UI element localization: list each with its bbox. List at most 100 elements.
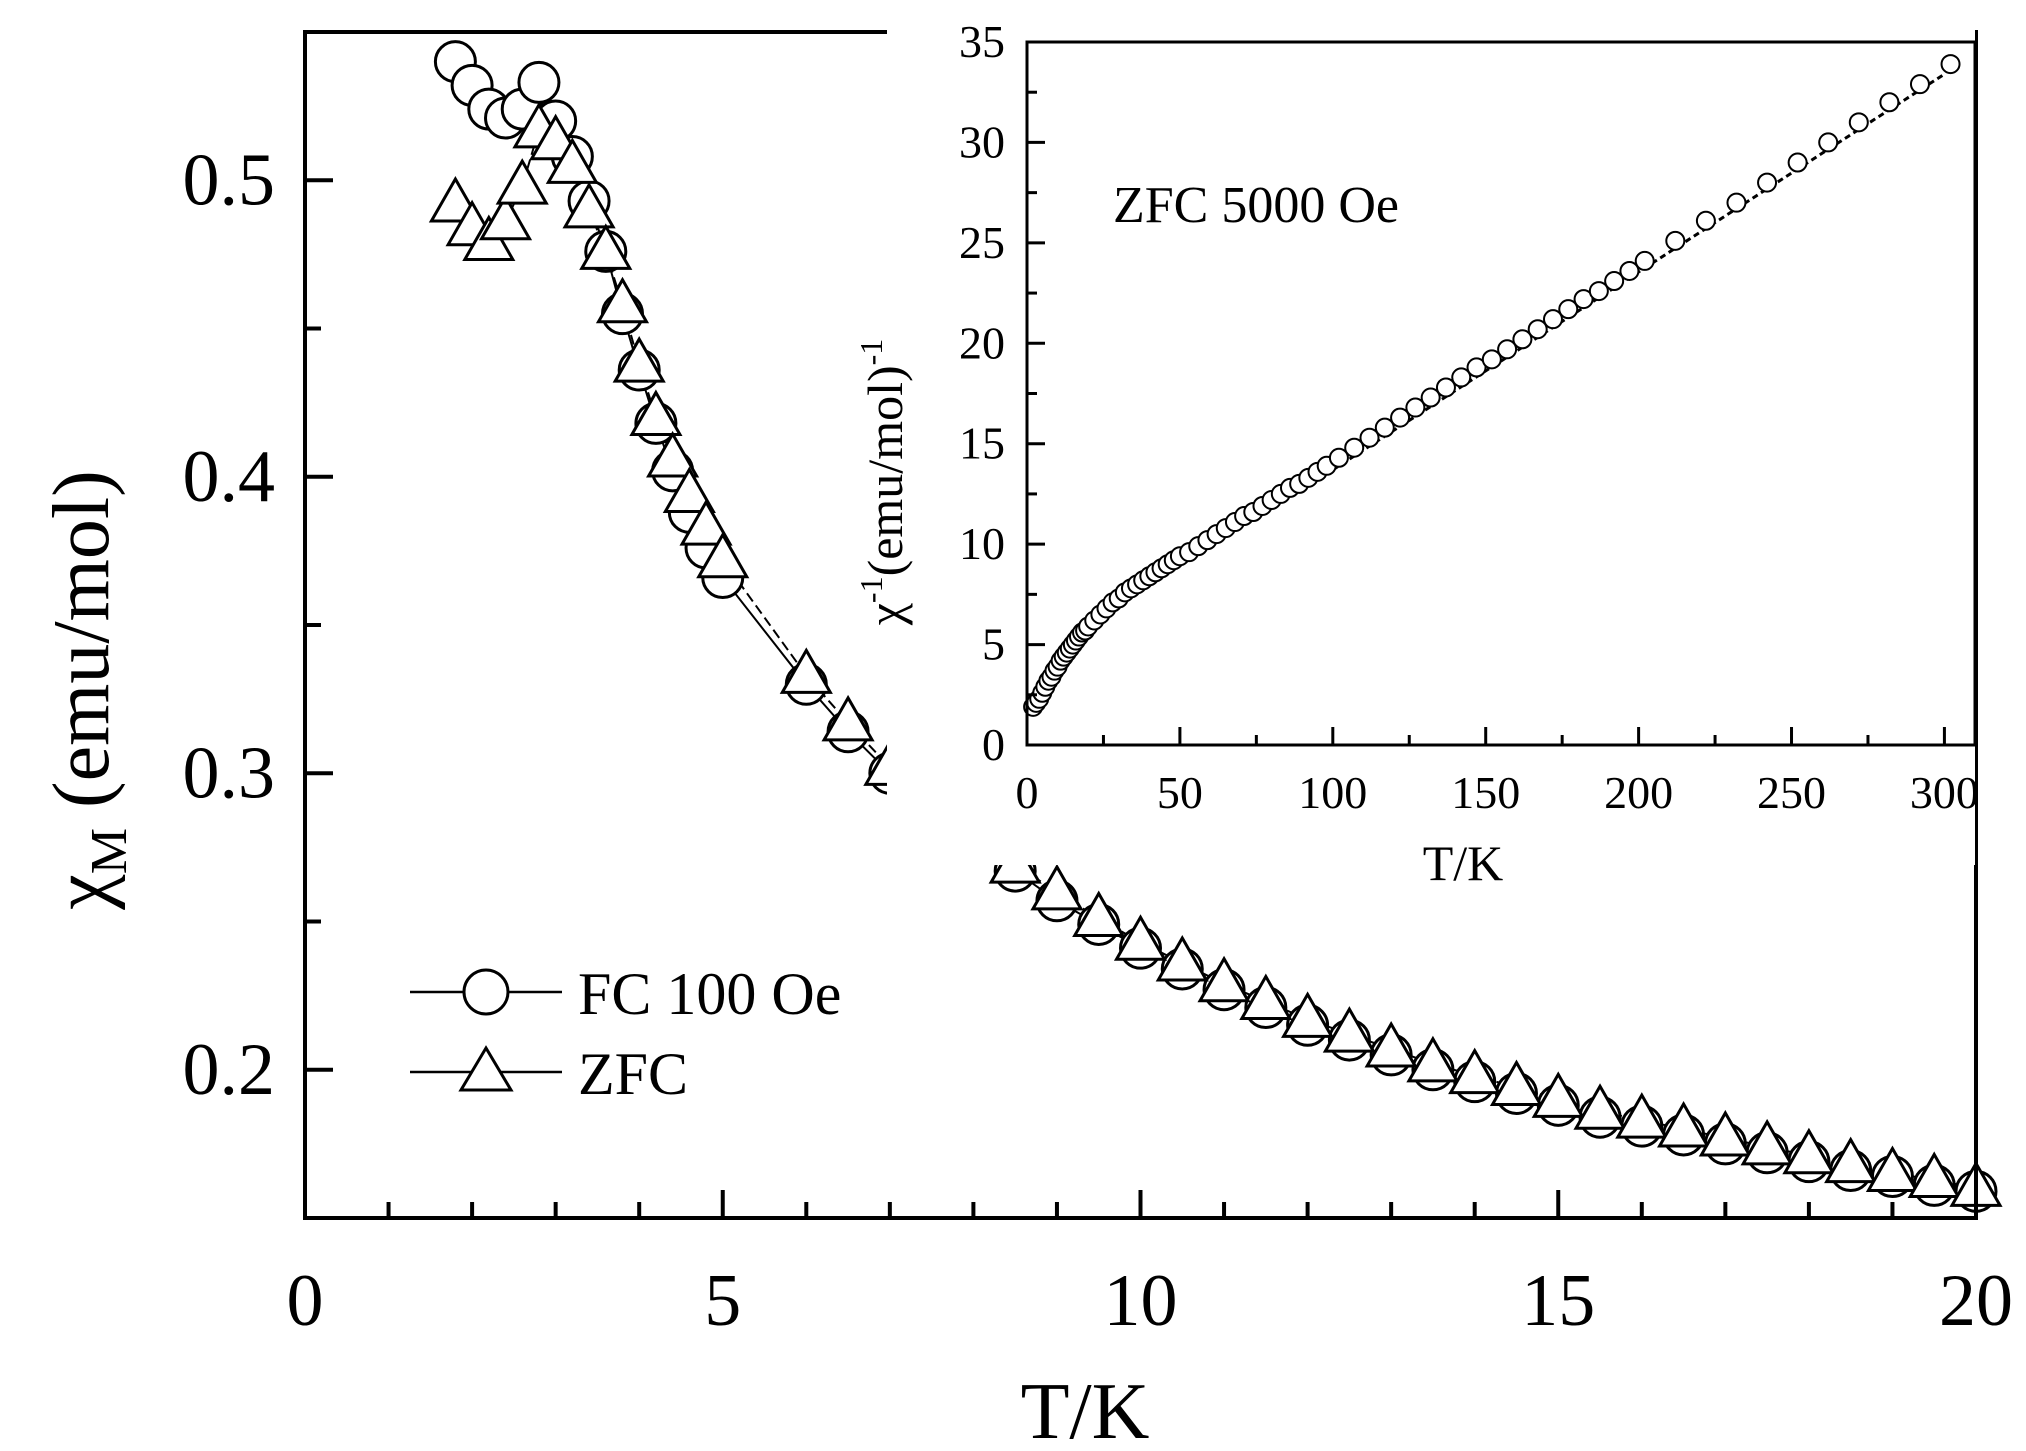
zfc-data-point — [478, 193, 533, 241]
zfc-data-point — [1615, 1092, 1669, 1139]
zfc-data-point — [1740, 1118, 1794, 1166]
zfc-data-point — [1907, 1151, 1961, 1198]
zfc-data-point — [1782, 1127, 1836, 1175]
inset-data-point — [1481, 349, 1502, 370]
inset-data-point — [1634, 250, 1655, 271]
zfc-data-point — [1531, 1071, 1585, 1118]
zfc-data-point — [595, 276, 650, 324]
legend-item-fc: FC 100 Oe — [410, 961, 841, 1027]
inset-data-point — [1374, 417, 1395, 438]
legend-triangle-marker — [458, 1045, 514, 1092]
zfc-data-point — [1030, 863, 1084, 911]
zfc-data-point — [1155, 934, 1209, 982]
inset-data-point — [1497, 339, 1518, 360]
inset-y-unit: (emu/mol) — [857, 365, 913, 576]
zfc-data-point — [779, 647, 833, 694]
y-axis-symbol: χ — [38, 874, 126, 911]
legend-label-fc: FC 100 Oe — [578, 961, 841, 1027]
inset-data-point — [1818, 132, 1839, 153]
x-tick-label: 20 — [1939, 1260, 2013, 1342]
inset-data-point — [1466, 357, 1487, 378]
zfc-data-point — [1489, 1059, 1544, 1107]
main-axis-ticks: 0 5 10 15 20 0.2 0.3 0.4 0.5 — [183, 30, 2013, 1342]
inset-y-tick-label: 5 — [982, 619, 1005, 670]
inset-y-tick-label: 25 — [959, 217, 1005, 268]
inset-data-point — [1879, 92, 1900, 113]
y-tick-label: 0.3 — [183, 732, 276, 814]
inset-data-point — [1940, 54, 1961, 75]
inset-data-point — [1405, 397, 1426, 418]
zfc-data-point — [1698, 1109, 1752, 1157]
inset-y-symbol: χ — [857, 603, 913, 626]
inset-data-point — [1420, 387, 1441, 408]
inset-chart: 0 50 100 150 200 250 300 0 5 10 15 20 25 30 35 ZFC 500… — [853, 12, 1979, 891]
fc-data-point — [517, 60, 561, 104]
zfc-data-point — [1406, 1035, 1460, 1083]
legend-circle-marker — [462, 968, 510, 1016]
zfc-data-point — [679, 499, 733, 546]
inset-y-superscript: -1 — [853, 576, 889, 603]
inset-data-point — [1558, 299, 1579, 320]
inset-data-point — [1344, 437, 1365, 458]
zfc-data-point — [1281, 991, 1335, 1038]
inset-data-point — [1909, 74, 1930, 95]
inset-data-point — [1695, 210, 1716, 231]
zfc-data-point — [696, 531, 750, 579]
zfc-data-point — [495, 158, 549, 205]
y-tick-label: 0.4 — [183, 436, 276, 518]
main-x-axis-title: T/K — [1021, 1368, 1150, 1451]
inset-data-point — [1512, 329, 1533, 350]
zfc-data-point — [1573, 1083, 1627, 1130]
zfc-data-point — [1364, 1020, 1418, 1068]
inset-data-point — [1390, 407, 1411, 428]
zfc-data-point — [1113, 914, 1168, 961]
legend-item-zfc: ZFC — [410, 1041, 688, 1107]
inset-y-tick-label: 15 — [959, 418, 1005, 469]
inset-x-tick-label: 300 — [1910, 767, 1979, 818]
zfc-data-point — [562, 181, 616, 229]
inset-data-point — [1619, 260, 1640, 281]
zfc-data-point — [1656, 1101, 1711, 1148]
zfc-data-point — [545, 137, 599, 184]
inset-data-point — [1435, 377, 1456, 398]
inset-data-point — [1848, 112, 1869, 133]
inset-y-tick-label: 0 — [982, 719, 1005, 770]
zfc-data-point — [821, 694, 875, 742]
zfc-data-point — [662, 466, 716, 514]
inset-axis-ticks: 0 50 100 150 200 250 300 0 5 10 15 20 25 30 35 — [959, 16, 1979, 818]
zfc-data-point — [1072, 890, 1126, 938]
inset-plot-marks — [1023, 54, 1961, 717]
zfc-data-point — [579, 223, 633, 270]
y-axis-subscript: M — [81, 828, 138, 874]
inset-y-tick-label: 20 — [959, 317, 1005, 368]
x-tick-label: 0 — [287, 1260, 324, 1342]
inset-data-point — [1451, 367, 1472, 388]
inset-data-point — [1604, 271, 1625, 292]
inset-x-tick-label: 50 — [1157, 767, 1203, 818]
inset-x-axis-title: T/K — [1423, 835, 1504, 891]
main-chart: 0 5 10 15 200.20.30.40.5 χM (emu/mol) T/K FC… — [38, 30, 2013, 1451]
inset-x-tick-label: 0 — [1016, 767, 1039, 818]
zfc-data-point — [1865, 1145, 1920, 1193]
inset-y-axis-title: χ-1(emu/mol)-1 — [853, 339, 913, 627]
inset-data-point — [1787, 152, 1808, 173]
inset-x-tick-label: 150 — [1451, 767, 1520, 818]
inset-data-point — [1527, 319, 1548, 340]
zfc-data-point — [612, 336, 666, 383]
y-axis-unit: (emu/mol) — [38, 470, 126, 828]
inset-x-tick-label: 200 — [1604, 767, 1673, 818]
main-y-axis-title: χM (emu/mol) — [38, 470, 138, 910]
zfc-data-point — [646, 430, 700, 478]
inset-y-tick-label: 10 — [959, 518, 1005, 569]
zfc-data-point — [1824, 1136, 1878, 1184]
x-tick-label: 5 — [704, 1260, 741, 1342]
x-tick-label: 15 — [1521, 1260, 1595, 1342]
inset-data-point — [1542, 309, 1563, 330]
zfc-data-point — [1197, 955, 1251, 1003]
inset-data-point — [1588, 281, 1609, 302]
zfc-data-point — [1448, 1047, 1502, 1095]
inset-data-point — [1665, 230, 1686, 251]
inset-y-unit-superscript: -1 — [853, 339, 889, 366]
inset-data-point — [1328, 447, 1349, 468]
